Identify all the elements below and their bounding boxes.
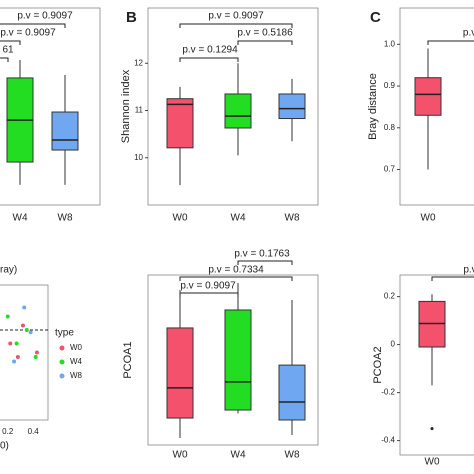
bracket — [0, 23, 66, 28]
x-tick-label: W4 — [13, 213, 28, 224]
point — [22, 305, 27, 310]
y-tick-label: 1.0 — [384, 39, 396, 48]
y-tick-label: -0.2 — [381, 388, 395, 397]
bracket — [179, 292, 239, 297]
y-tick-label: 0 — [391, 340, 396, 349]
legend-swatch — [59, 359, 65, 365]
bracket — [179, 276, 293, 281]
y-axis-label: Bray distance — [367, 73, 379, 140]
panel-label: C — [370, 9, 381, 26]
bracket — [179, 23, 293, 28]
box — [278, 93, 306, 120]
y-axis-label: Shannon index — [120, 69, 132, 143]
point — [12, 359, 17, 364]
point — [33, 355, 38, 359]
x-tick-label: W8 — [285, 450, 300, 461]
p-value: p.v = 0.07 — [463, 28, 474, 39]
box — [414, 77, 442, 116]
x-tick-label: W8 — [285, 213, 300, 224]
x-tick-label: W0 — [173, 213, 188, 224]
chart-title: ray) — [0, 265, 17, 276]
box — [278, 364, 306, 421]
p-value: 61 — [2, 45, 14, 56]
point — [20, 323, 25, 328]
y-axis-label: PCOA2 — [372, 346, 384, 383]
box — [166, 327, 194, 419]
bracket — [237, 260, 293, 265]
box — [166, 98, 194, 149]
legend-title: type — [55, 328, 74, 339]
p-value: p.v = 0.9097 — [17, 11, 73, 22]
point — [15, 355, 20, 359]
p-value: p.v — [463, 265, 474, 276]
p-value: p.v = 0.1294 — [182, 45, 238, 56]
y-tick-label: 10 — [134, 153, 143, 162]
x-axis-label: 0) — [0, 441, 9, 452]
y-axis-label: PCOA1 — [122, 341, 134, 378]
panel-label: B — [126, 9, 137, 26]
plot-frame — [0, 284, 49, 421]
p-value: p.v = 0.9097 — [0, 28, 56, 39]
point — [34, 350, 39, 355]
bracket — [431, 276, 474, 281]
y-tick-label: 0.7 — [384, 165, 396, 174]
point — [8, 341, 13, 346]
p-value: p.v = 0.7334 — [208, 265, 264, 276]
point — [14, 341, 19, 346]
point — [28, 330, 33, 335]
bracket — [179, 57, 239, 62]
x-tick-label: W0 — [425, 457, 440, 468]
x-tick-label: W4 — [231, 213, 246, 224]
y-tick-label: 11 — [135, 106, 144, 115]
y-tick-label: 0.9 — [384, 81, 396, 90]
y-tick-label: 12 — [134, 58, 143, 67]
x-tick-label: W0 — [173, 450, 188, 461]
y-tick-label: 0.8 — [384, 123, 396, 132]
legend-swatch — [59, 373, 65, 379]
x-tick-label: 0.2 — [2, 427, 14, 436]
bracket — [427, 40, 474, 45]
box — [51, 111, 79, 151]
x-tick-label: W4 — [231, 450, 246, 461]
legend-swatch — [59, 345, 65, 351]
p-value: p.v = 0.5186 — [237, 28, 293, 39]
x-tick-label: W8 — [58, 213, 73, 224]
bracket — [237, 40, 293, 45]
outlier — [430, 427, 434, 431]
p-value: p.v = 0.9097 — [180, 281, 236, 292]
p-value: p.v = 0.9097 — [208, 11, 264, 22]
legend-label: W4 — [70, 357, 83, 366]
point — [5, 314, 10, 319]
legend-label: W0 — [70, 343, 83, 352]
p-value: p.v = 0.1763 — [234, 249, 290, 260]
box — [224, 93, 252, 129]
y-tick-label: 0.2 — [384, 292, 396, 301]
bracket — [0, 40, 21, 45]
legend-label: W8 — [70, 371, 83, 380]
box — [224, 309, 252, 411]
bracket — [0, 57, 9, 62]
x-tick-label: 0.4 — [28, 427, 40, 436]
y-tick-label: -0.4 — [381, 436, 395, 445]
point — [24, 328, 29, 332]
x-tick-label: W0 — [421, 213, 436, 224]
